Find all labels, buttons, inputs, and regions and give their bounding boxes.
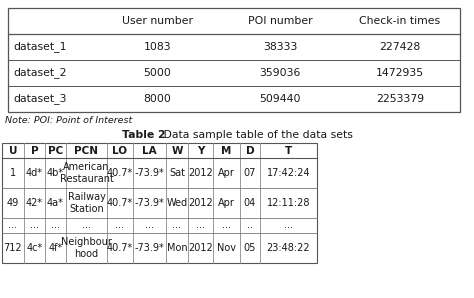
Text: 23:48:22: 23:48:22 bbox=[267, 243, 310, 253]
Text: LA: LA bbox=[142, 145, 157, 156]
Text: 40.7*: 40.7* bbox=[107, 168, 133, 178]
Text: 2253379: 2253379 bbox=[376, 94, 424, 104]
Text: PC: PC bbox=[48, 145, 63, 156]
Text: -73.9*: -73.9* bbox=[135, 168, 164, 178]
Text: 5000: 5000 bbox=[144, 68, 172, 78]
Text: ...: ... bbox=[284, 221, 293, 230]
Text: 04: 04 bbox=[244, 198, 256, 208]
Text: -73.9*: -73.9* bbox=[135, 198, 164, 208]
Text: 509440: 509440 bbox=[259, 94, 301, 104]
Text: Railway
Station: Railway Station bbox=[68, 192, 105, 214]
Text: ..: .. bbox=[247, 221, 253, 230]
Text: 227428: 227428 bbox=[379, 42, 420, 52]
Text: ...: ... bbox=[173, 221, 182, 230]
Text: American
Restaurant: American Restaurant bbox=[60, 162, 113, 184]
Text: 2012: 2012 bbox=[188, 243, 213, 253]
Text: 12:11:28: 12:11:28 bbox=[267, 198, 310, 208]
Text: ...: ... bbox=[116, 221, 125, 230]
Text: Neighbour
hood: Neighbour hood bbox=[61, 237, 112, 259]
Text: 40.7*: 40.7* bbox=[107, 198, 133, 208]
Text: Apr: Apr bbox=[218, 168, 235, 178]
Text: 17:42:24: 17:42:24 bbox=[267, 168, 310, 178]
Text: 05: 05 bbox=[244, 243, 256, 253]
Text: 4a*: 4a* bbox=[47, 198, 64, 208]
Text: 38333: 38333 bbox=[263, 42, 297, 52]
Text: 4d*: 4d* bbox=[26, 168, 43, 178]
Text: 40.7*: 40.7* bbox=[107, 243, 133, 253]
Text: 712: 712 bbox=[4, 243, 22, 253]
Text: P: P bbox=[31, 145, 38, 156]
Text: 2012: 2012 bbox=[188, 168, 213, 178]
Text: POI number: POI number bbox=[248, 16, 312, 26]
Text: ...: ... bbox=[196, 221, 205, 230]
Text: LO: LO bbox=[112, 145, 128, 156]
Text: W: W bbox=[171, 145, 183, 156]
Text: -73.9*: -73.9* bbox=[135, 243, 164, 253]
Bar bbox=[8, 8, 460, 112]
Text: Sat: Sat bbox=[169, 168, 185, 178]
Text: ...: ... bbox=[30, 221, 39, 230]
Text: T: T bbox=[285, 145, 292, 156]
Text: 4b*: 4b* bbox=[47, 168, 64, 178]
Text: Y: Y bbox=[197, 145, 204, 156]
Text: ...: ... bbox=[222, 221, 231, 230]
Text: 42*: 42* bbox=[26, 198, 43, 208]
Text: Apr: Apr bbox=[218, 198, 235, 208]
Text: ...: ... bbox=[9, 221, 18, 230]
Text: 2012: 2012 bbox=[188, 198, 213, 208]
Text: 359036: 359036 bbox=[259, 68, 301, 78]
Text: 1472935: 1472935 bbox=[376, 68, 424, 78]
Text: ...: ... bbox=[51, 221, 60, 230]
Text: Table 2: Table 2 bbox=[122, 130, 165, 140]
Text: Nov: Nov bbox=[217, 243, 236, 253]
Text: Data sample table of the data sets: Data sample table of the data sets bbox=[160, 130, 353, 140]
Text: 8000: 8000 bbox=[144, 94, 172, 104]
Text: M: M bbox=[221, 145, 232, 156]
Text: Mon: Mon bbox=[167, 243, 187, 253]
Text: ...: ... bbox=[82, 221, 91, 230]
Text: 1: 1 bbox=[10, 168, 16, 178]
Text: dataset_3: dataset_3 bbox=[13, 94, 66, 105]
Text: 4f*: 4f* bbox=[48, 243, 63, 253]
Text: ...: ... bbox=[145, 221, 154, 230]
Text: PCN: PCN bbox=[74, 145, 99, 156]
Text: Check-in times: Check-in times bbox=[359, 16, 440, 26]
Text: 49: 49 bbox=[7, 198, 19, 208]
Text: 1083: 1083 bbox=[144, 42, 171, 52]
Text: 4c*: 4c* bbox=[27, 243, 43, 253]
Text: 07: 07 bbox=[244, 168, 256, 178]
Text: Wed: Wed bbox=[166, 198, 188, 208]
Text: dataset_1: dataset_1 bbox=[13, 41, 66, 52]
Bar bbox=[2, 143, 317, 263]
Text: D: D bbox=[246, 145, 255, 156]
Text: U: U bbox=[9, 145, 17, 156]
Text: dataset_2: dataset_2 bbox=[13, 68, 66, 78]
Text: Note: POI: Point of Interest: Note: POI: Point of Interest bbox=[5, 116, 132, 125]
Text: User number: User number bbox=[122, 16, 193, 26]
